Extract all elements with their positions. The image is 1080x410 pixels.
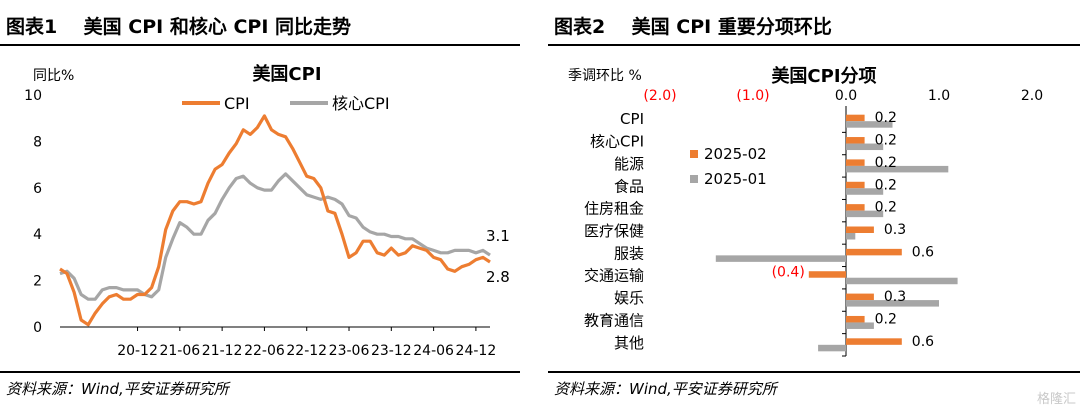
x-tick-label: 24-06 <box>413 343 454 359</box>
bar-2025-02 <box>846 315 865 323</box>
category-label: 住房租金 <box>584 200 644 218</box>
x-tick-label: 21-12 <box>202 343 243 359</box>
bar-data-label: 0.2 <box>875 133 897 149</box>
right-chart-panel: 图表2 美国 CPI 重要分项环比 美国CPI分项 季调环比 % (2.0) (1.0… <box>548 0 1080 410</box>
x-tick-label: (1.0) <box>736 88 769 104</box>
bar-2025-01 <box>846 188 884 195</box>
y-tick-label: 8 <box>33 134 42 150</box>
cpi-end-label: 2.8 <box>486 268 510 286</box>
left-chart-panel: 图表1 美国 CPI 和核心 CPI 同比走势 美国CPI 同比% 0 2 4 6 8 10 2… <box>0 0 520 410</box>
right-footer-rule <box>548 371 1080 373</box>
x-tick-label: 24-12 <box>456 343 497 359</box>
bar-2025-01 <box>846 143 884 151</box>
right-source-note: 资料来源：Wind,平安证券研究所 <box>554 380 777 398</box>
bar-data-label: (0.4) <box>772 265 805 281</box>
category-label: 服装 <box>614 244 644 262</box>
bar-2025-01 <box>846 210 884 218</box>
left-source-note: 资料来源：Wind,平安证券研究所 <box>6 380 229 398</box>
x-tick-label: 23-12 <box>371 343 412 359</box>
bar-data-label: 0.2 <box>875 177 897 193</box>
bar-2025-02 <box>846 181 865 189</box>
x-tick-label: 1.0 <box>928 88 950 104</box>
category-label: 教育通信 <box>584 311 644 329</box>
category-label: 医疗保健 <box>584 222 644 240</box>
bar-data-label: 0.3 <box>884 289 906 305</box>
bar-2025-02 <box>846 204 865 211</box>
cpi-series-line <box>59 114 491 327</box>
left-header-rule <box>0 44 520 46</box>
bar-2025-02 <box>846 159 865 166</box>
right-header-rule <box>548 44 1080 46</box>
bar-2025-01 <box>846 322 874 329</box>
category-label: CPI <box>620 110 644 128</box>
watermark-logo: 格隆汇 <box>1036 392 1076 407</box>
bar-2025-01 <box>846 233 856 240</box>
x-tick-label: 22-06 <box>244 343 285 359</box>
x-tick-label: 0.0 <box>835 88 857 104</box>
y-axis-label: 季调环比 % <box>568 68 642 84</box>
bar-data-label: 0.6 <box>912 334 934 350</box>
left-footer-rule <box>0 371 520 373</box>
legend-label: 核心CPI <box>332 94 390 113</box>
bar-data-label: 0.2 <box>875 155 897 171</box>
category-label: 能源 <box>614 155 644 173</box>
x-tick-label: 23-06 <box>329 343 370 359</box>
legend-swatch <box>690 150 698 158</box>
right-chart-header: 图表2 美国 CPI 重要分项环比 <box>548 10 1080 44</box>
left-chart-header: 图表1 美国 CPI 和核心 CPI 同比走势 <box>0 10 520 44</box>
bar-2025-01 <box>846 277 958 285</box>
chart-title: 美国CPI分项 <box>771 65 876 87</box>
bar-2025-01 <box>715 255 846 262</box>
x-tick-label: 2.0 <box>1021 88 1043 104</box>
x-tick-label: 20-12 <box>117 343 158 359</box>
cpi-components-bar-chart: 美国CPI分项 季调环比 %(2.0) (1.0) 0.0 1.0 2.0 CPI 0.2 核心… <box>568 65 1043 357</box>
category-label: 食品 <box>614 177 644 195</box>
legend-label: 2025-02 <box>704 145 767 163</box>
x-tick-label: 22-12 <box>286 343 327 359</box>
category-label: 娱乐 <box>614 289 644 307</box>
bar-data-label: 0.2 <box>875 110 897 126</box>
y-axis-label: 同比% <box>33 68 74 84</box>
y-tick-label: 4 <box>33 227 42 243</box>
bar-2025-02 <box>808 271 846 278</box>
category-label: 其他 <box>614 334 644 352</box>
x-tick-label: (2.0) <box>643 88 676 104</box>
bar-2025-02 <box>846 293 874 301</box>
bar-2025-01 <box>846 300 939 307</box>
core-cpi-end-label: 3.1 <box>486 227 510 245</box>
bar-data-label: 0.2 <box>875 200 897 216</box>
left-chart-heading: 图表1 美国 CPI 和核心 CPI 同比走势 <box>6 16 352 38</box>
bar-2025-02 <box>846 114 865 122</box>
bar-2025-02 <box>846 338 902 345</box>
right-chart-heading: 图表2 美国 CPI 重要分项环比 <box>554 16 832 38</box>
bar-data-label: 0.2 <box>875 311 897 327</box>
core-cpi-series-line <box>59 172 491 301</box>
legend-label: 2025-01 <box>704 170 767 188</box>
category-label: 交通运输 <box>584 267 644 285</box>
legend-swatch <box>690 175 698 183</box>
y-tick-label: 10 <box>24 88 42 104</box>
y-tick-label: 0 <box>33 320 42 336</box>
bar-2025-02 <box>846 137 865 144</box>
y-tick-label: 2 <box>33 274 42 290</box>
chart-title: 美国CPI <box>252 63 321 85</box>
bar-2025-01 <box>846 165 949 173</box>
bar-data-label: 0.3 <box>884 222 906 238</box>
bar-2025-02 <box>846 226 874 233</box>
y-tick-label: 6 <box>33 181 42 197</box>
bar-2025-02 <box>846 248 902 256</box>
bar-data-label: 0.6 <box>912 244 934 260</box>
x-tick-label: 21-06 <box>159 343 200 359</box>
bar-2025-01 <box>846 121 893 128</box>
cpi-line-chart: 美国CPI 同比% 0 2 4 6 8 10 20-12 21-06 21-12 22-06 22-12… <box>24 63 510 359</box>
category-label: 核心CPI <box>590 133 644 151</box>
legend-label: CPI <box>224 94 250 113</box>
bar-2025-01 <box>818 344 846 352</box>
